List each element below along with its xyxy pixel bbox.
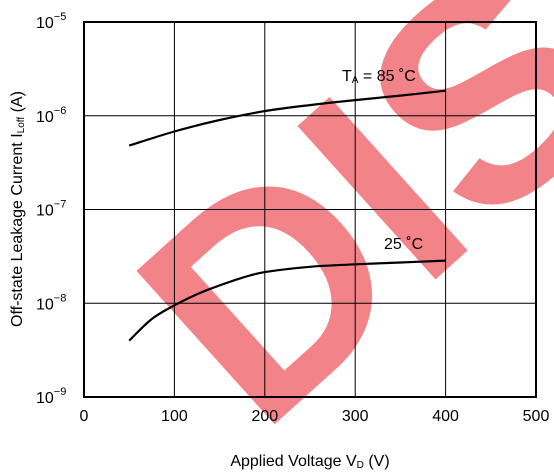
watermark-text: DISC [78, 0, 554, 473]
series-label-85c-sub: A [352, 75, 359, 86]
x-axis-title-unit: (V) [364, 453, 390, 470]
x-tick-label-2: 200 [251, 408, 278, 425]
y-tick-labels: 10−5 10−6 10−7 10−8 10−9 [36, 11, 66, 407]
x-axis-title: Applied Voltage VD (V) [230, 453, 389, 471]
y-tick-label-3: 10−8 [36, 292, 66, 313]
x-axis-title-main: Applied Voltage V [230, 453, 357, 470]
y-tick-label-2: 10−7 [36, 199, 66, 220]
y-tick-label-1: 10−6 [36, 105, 66, 126]
y-axis-title-main: Off-state Leakage Current I [9, 133, 26, 327]
x-tick-label-5: 500 [523, 408, 550, 425]
series-label-85c-main: T [342, 68, 352, 85]
x-tick-labels: 0 100 200 300 400 500 [80, 408, 550, 425]
plot-frame [83, 21, 537, 398]
x-tick-label-3: 300 [342, 408, 369, 425]
series-label-25c-main: 25 ˚C [384, 236, 423, 253]
x-tick-label-4: 400 [432, 408, 459, 425]
y-axis-title-sub: Loff [16, 117, 27, 134]
x-tick-label-1: 100 [161, 408, 188, 425]
series-label-85c: TA = 85 ˚C [342, 68, 416, 86]
x-axis-title-sub: D [357, 460, 364, 471]
y-axis-title-unit: (A) [9, 91, 26, 117]
series-label-25c: 25 ˚C [384, 236, 423, 253]
y-tick-label-0: 10−5 [36, 11, 66, 32]
y-tick-label-4: 10−9 [36, 386, 66, 407]
series-line-1 [128, 259, 446, 342]
series-label-85c-rest: = 85 ˚C [358, 68, 415, 85]
series-lines [128, 89, 446, 342]
series-line-0 [128, 89, 446, 147]
x-tick-label-0: 0 [80, 408, 89, 425]
y-axis-title: Off-state Leakage Current ILoff (A) [9, 91, 27, 327]
watermark: DISC [78, 0, 554, 473]
